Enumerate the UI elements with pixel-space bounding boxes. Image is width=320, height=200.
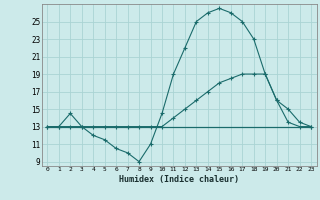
X-axis label: Humidex (Indice chaleur): Humidex (Indice chaleur) — [119, 175, 239, 184]
